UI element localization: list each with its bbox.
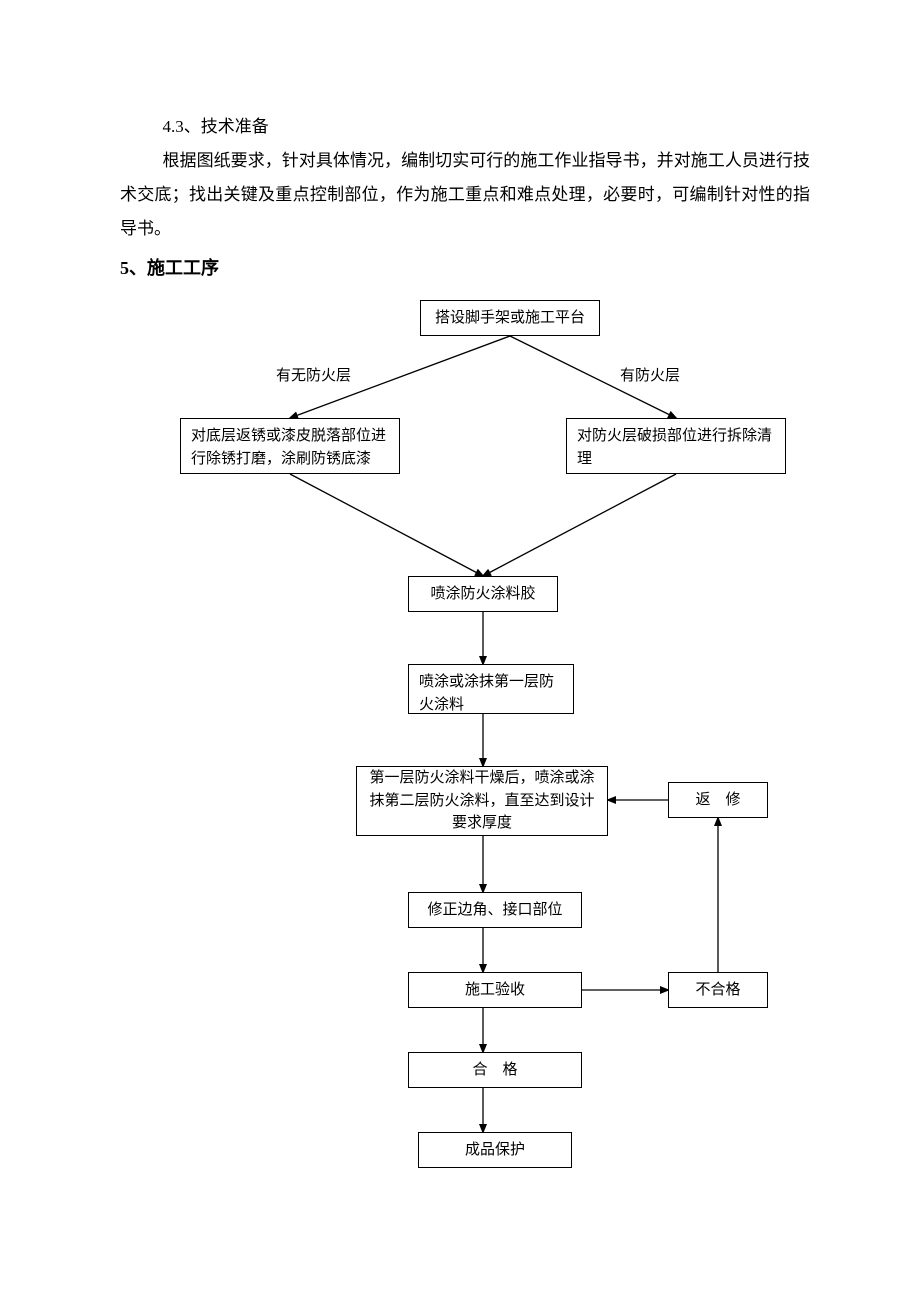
flow-node-n6: 修正边角、接口部位 [408,892,582,928]
flow-node-n5: 第一层防火涂料干燥后，喷涂或涂抹第二层防火涂料，直至达到设计要求厚度 [356,766,608,836]
flowchart: 搭设脚手架或施工平台对底层返锈或漆皮脱落部位进行除锈打磨，涂刷防锈底漆 对防火层破… [120,288,820,1228]
flow-node-n2b: 对防火层破损部位进行拆除清理 [566,418,786,474]
flow-node-n10: 不合格 [668,972,768,1008]
flow-node-n9: 成品保护 [418,1132,572,1168]
flow-node-n8: 合 格 [408,1052,582,1088]
flow-node-n7: 施工验收 [408,972,582,1008]
flow-node-n11: 返 修 [668,782,768,818]
flow-arrow-2 [290,474,483,576]
heading-4-3: 4.3、技术准备 [120,110,810,144]
paragraph-1: 根据图纸要求，针对具体情况，编制切实可行的施工作业指导书，并对施工人员进行技术交… [120,144,810,246]
flow-node-n2a: 对底层返锈或漆皮脱落部位进行除锈打磨，涂刷防锈底漆 [180,418,400,474]
flow-node-n1: 搭设脚手架或施工平台 [420,300,600,336]
flow-node-n3: 喷涂防火涂料胶 [408,576,558,612]
flow-node-n4: 喷涂或涂抹第一层防火涂料 [408,664,574,714]
flow-label-l1: 有无防火层 [276,364,351,385]
flow-arrow-3 [483,474,676,576]
flow-label-l2: 有防火层 [620,364,680,385]
heading-5: 5、施工工序 [120,254,810,280]
